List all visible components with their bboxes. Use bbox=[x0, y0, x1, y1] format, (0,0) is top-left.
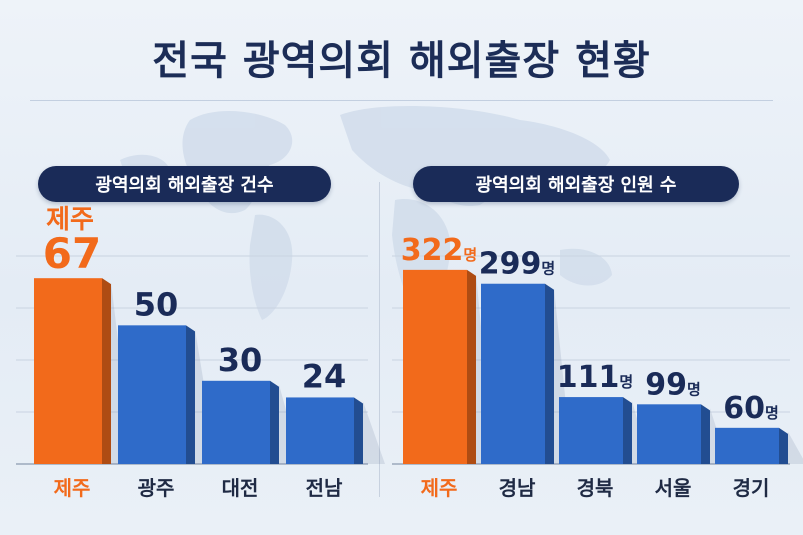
unit-label: 명 bbox=[765, 404, 779, 422]
left-chart-title: 광역의회 해외출장 건수 bbox=[38, 166, 331, 202]
category-label: 경북 bbox=[577, 476, 614, 500]
page-title: 전국 광역의회 해외출장 현황 bbox=[152, 38, 651, 84]
category-label: 광주 bbox=[138, 476, 175, 500]
category-label: 제주 bbox=[54, 476, 91, 500]
category-label: 제주 bbox=[421, 476, 458, 500]
value-label: 60명 bbox=[723, 391, 779, 426]
bar bbox=[715, 427, 779, 464]
bar-shadow bbox=[279, 384, 301, 464]
unit-label: 명 bbox=[687, 380, 701, 398]
value-label: 30 bbox=[218, 341, 263, 379]
bar-side bbox=[623, 397, 632, 464]
unit-label: 명 bbox=[463, 246, 477, 264]
panel-divider bbox=[379, 182, 380, 497]
bar-side bbox=[102, 278, 111, 464]
bar-shadow bbox=[632, 401, 650, 464]
bar bbox=[559, 397, 623, 464]
category-label: 대전 bbox=[222, 476, 259, 500]
value-label: 322명 bbox=[401, 233, 477, 268]
bar-side bbox=[467, 269, 476, 464]
value-label: 50 bbox=[134, 285, 179, 323]
bar bbox=[403, 269, 467, 464]
bar bbox=[637, 404, 701, 464]
category-label: 경남 bbox=[499, 476, 536, 500]
bar-side bbox=[270, 380, 279, 464]
bar bbox=[481, 283, 545, 464]
category-label: 전남 bbox=[306, 476, 343, 500]
unit-label: 명 bbox=[541, 260, 555, 278]
value-label: 111명 bbox=[557, 360, 633, 395]
title-rule bbox=[30, 100, 773, 101]
bar bbox=[118, 325, 186, 464]
bar-side bbox=[186, 325, 195, 464]
right-chart-title: 광역의회 해외출장 인원 수 bbox=[413, 166, 739, 202]
bar-shadow bbox=[788, 431, 803, 464]
value-label: 99명 bbox=[645, 367, 701, 402]
highlight-region-label: 제주 bbox=[46, 205, 94, 235]
bar bbox=[286, 397, 354, 464]
category-label: 서울 bbox=[655, 476, 692, 500]
bar-side bbox=[545, 283, 554, 464]
bar-side bbox=[779, 427, 788, 464]
bar bbox=[34, 278, 102, 464]
value-label: 24 bbox=[302, 357, 347, 395]
value-label: 67 bbox=[43, 229, 101, 278]
value-label: 299명 bbox=[479, 247, 555, 282]
bar-side bbox=[701, 404, 710, 464]
bar-side bbox=[354, 397, 363, 464]
category-label: 경기 bbox=[733, 476, 770, 500]
bar bbox=[202, 380, 270, 464]
unit-label: 명 bbox=[619, 373, 633, 391]
